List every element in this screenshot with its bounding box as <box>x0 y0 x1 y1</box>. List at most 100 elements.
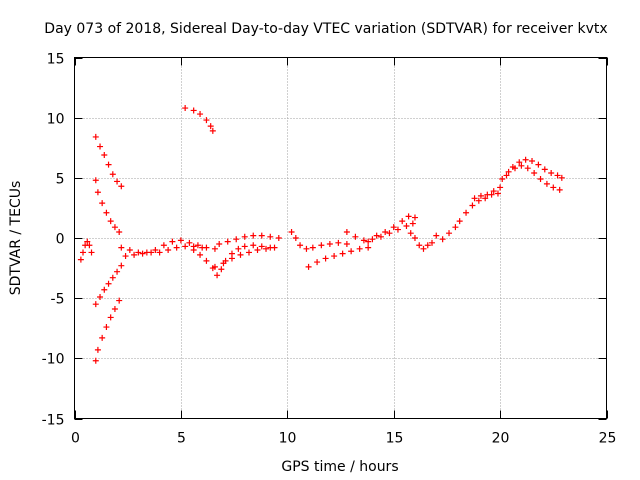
data-point <box>135 249 142 256</box>
data-point <box>554 172 561 179</box>
data-point <box>348 248 355 255</box>
data-point <box>409 220 416 227</box>
data-point <box>258 243 265 250</box>
data-point <box>456 218 463 225</box>
data-point <box>99 200 106 207</box>
data-point <box>107 218 114 225</box>
data-point <box>558 174 565 181</box>
series-arc-6 <box>118 237 218 256</box>
data-point <box>429 239 436 246</box>
data-point <box>292 235 299 241</box>
data-point <box>118 262 125 269</box>
series-arc-11 <box>216 232 282 248</box>
data-point <box>139 250 146 257</box>
data-point <box>92 357 99 364</box>
data-point <box>92 177 99 184</box>
data-point <box>390 224 397 231</box>
data-point <box>105 161 112 168</box>
data-point <box>80 249 87 256</box>
data-point <box>550 184 557 191</box>
data-point <box>303 245 310 252</box>
x-tick-label: 25 <box>599 431 617 447</box>
data-point <box>343 228 350 235</box>
data-point <box>497 184 504 191</box>
data-point <box>107 314 114 321</box>
data-point <box>382 228 389 235</box>
data-point <box>237 251 244 258</box>
data-point <box>503 172 510 179</box>
series-arc-1 <box>77 238 95 263</box>
data-point <box>97 143 104 150</box>
data-point <box>88 249 95 256</box>
data-point <box>182 243 189 250</box>
data-point <box>271 244 278 251</box>
y-tick-label: -5 <box>51 292 65 308</box>
data-point <box>471 195 478 202</box>
data-point <box>322 255 329 262</box>
series-arc-9 <box>190 242 274 279</box>
data-point <box>111 305 118 312</box>
data-point <box>197 251 204 258</box>
data-point <box>233 236 240 243</box>
data-point <box>531 170 538 177</box>
data-point <box>331 253 338 260</box>
data-point <box>131 251 138 258</box>
series-arc-3 <box>92 177 123 235</box>
x-tick-label: 5 <box>177 431 186 447</box>
data-point <box>548 170 555 177</box>
series-arc-13 <box>305 244 372 270</box>
y-axis-label: SDTVAR / TECUs <box>8 181 24 296</box>
data-point <box>250 242 257 249</box>
data-point <box>297 242 304 249</box>
data-point <box>245 249 252 256</box>
data-point <box>156 249 163 256</box>
data-point <box>258 232 265 239</box>
x-tick-label: 0 <box>71 431 80 447</box>
data-point <box>118 183 125 190</box>
data-point <box>209 127 216 134</box>
data-point <box>335 239 342 246</box>
data-point <box>524 165 531 172</box>
data-point <box>94 189 101 196</box>
data-point <box>148 249 155 256</box>
data-point <box>203 257 210 264</box>
data-point <box>116 228 123 235</box>
data-point <box>160 242 167 249</box>
data-point <box>343 241 350 248</box>
data-point <box>263 245 270 252</box>
data-point <box>365 238 372 245</box>
data-point <box>403 222 410 229</box>
data-point <box>199 244 206 251</box>
series-arc-4 <box>92 262 125 308</box>
data-point <box>241 243 248 250</box>
data-point <box>86 242 93 249</box>
data-point <box>505 168 512 175</box>
data-point <box>386 230 393 237</box>
data-point <box>186 239 193 246</box>
data-point <box>377 233 384 240</box>
data-point <box>105 280 112 287</box>
data-point <box>420 245 427 252</box>
data-point <box>109 274 116 281</box>
data-point <box>173 244 180 251</box>
data-point <box>275 235 282 241</box>
data-point <box>356 245 363 252</box>
series-arc-17 <box>439 190 501 243</box>
data-points <box>77 105 565 364</box>
data-point <box>203 117 210 124</box>
data-point <box>216 241 223 248</box>
data-point <box>211 245 218 252</box>
y-tick-label: 15 <box>47 52 65 68</box>
data-point <box>118 244 125 251</box>
data-point <box>511 165 518 172</box>
data-point <box>452 224 459 231</box>
data-point <box>114 268 121 275</box>
data-point <box>537 176 544 183</box>
y-tick-label: 0 <box>56 232 65 248</box>
data-point <box>116 297 123 304</box>
data-point <box>318 242 325 249</box>
data-point <box>494 190 501 197</box>
data-point <box>399 218 406 225</box>
series-arc-7 <box>122 243 206 260</box>
